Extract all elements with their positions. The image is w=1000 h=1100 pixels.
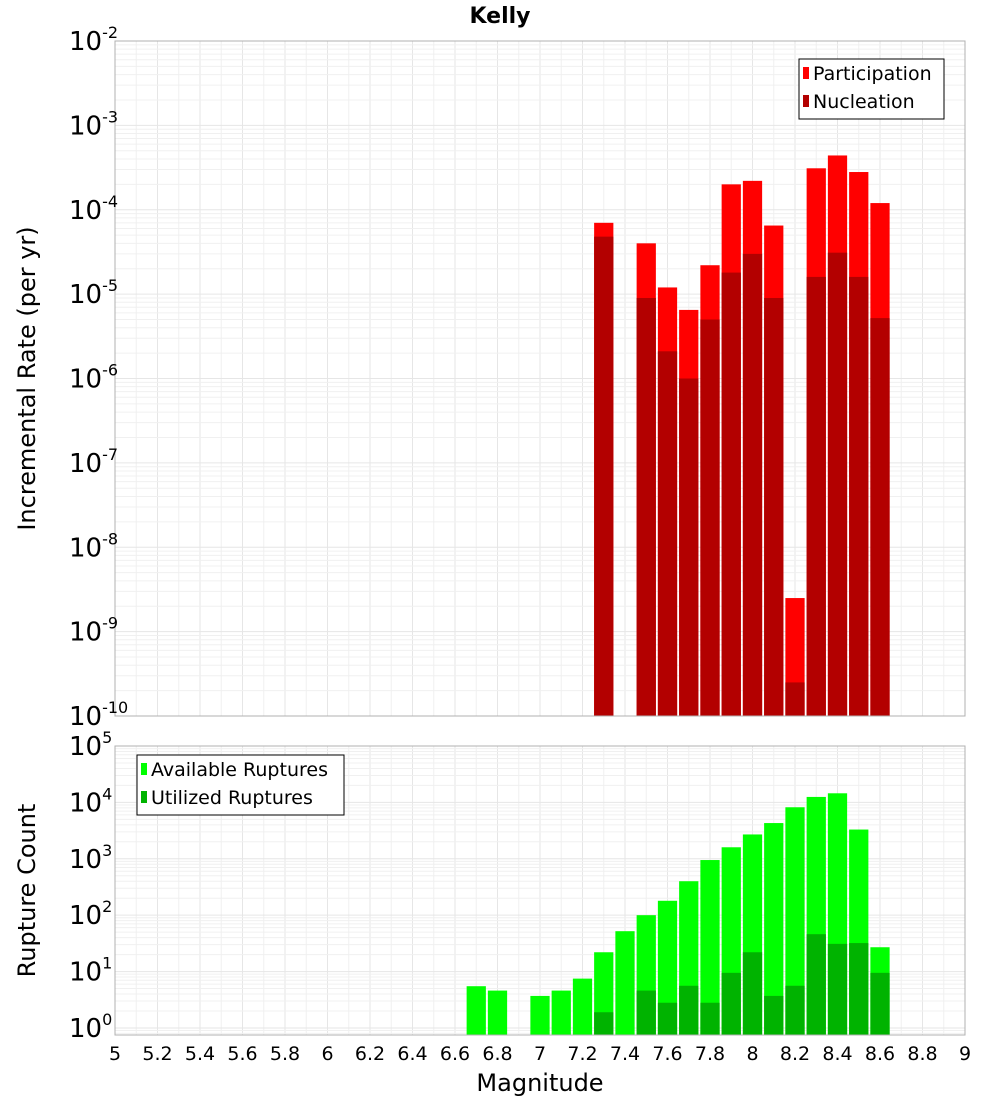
y-tick-label: 10-3 <box>69 107 118 141</box>
bar <box>551 990 571 1035</box>
x-tick-label: 5.8 <box>270 1043 300 1065</box>
bar <box>806 934 826 1035</box>
bar <box>806 276 826 716</box>
count-plot-frame <box>114 745 966 1036</box>
bar <box>742 952 763 1035</box>
x-tick-label: 7 <box>534 1043 546 1065</box>
x-tick-label: 7.6 <box>652 1043 682 1065</box>
bar <box>700 860 720 1035</box>
y-tick-label: 10-10 <box>69 698 128 732</box>
bar <box>594 236 614 716</box>
bar <box>594 1012 614 1035</box>
rate-plot-y-axis-label: Incremental Rate (per yr) <box>13 226 41 530</box>
bar <box>679 985 699 1035</box>
x-tick-label: 5 <box>109 1043 121 1065</box>
legend-box <box>798 58 945 120</box>
bar <box>827 252 848 716</box>
chart-title: Kelly <box>469 4 530 29</box>
y-tick-label: 10-8 <box>69 529 118 563</box>
bar <box>721 272 741 716</box>
y-tick-label: 10-2 <box>69 23 118 57</box>
x-tick-label: 6.6 <box>440 1043 470 1065</box>
y-tick-label: 105 <box>69 728 112 762</box>
x-tick-label: 9 <box>959 1043 971 1065</box>
bar <box>827 943 848 1035</box>
bar <box>849 943 869 1035</box>
count-plot-legend: Available Ruptures Utilized Ruptures <box>136 754 345 816</box>
y-tick-label: 10-6 <box>69 361 118 395</box>
y-tick-label: 10-5 <box>69 276 118 310</box>
x-tick-label: 5.6 <box>227 1043 257 1065</box>
x-tick-label: 5.2 <box>142 1043 172 1065</box>
bar <box>700 319 720 716</box>
x-axis-label: Magnitude <box>476 1069 603 1097</box>
bar <box>721 972 741 1035</box>
bar <box>870 972 890 1035</box>
x-tick-label: 6 <box>321 1043 333 1065</box>
bar <box>764 823 784 1035</box>
legend-swatch <box>803 67 809 79</box>
y-tick-label: 102 <box>69 897 112 931</box>
x-tick-label: 7.4 <box>610 1043 640 1065</box>
bar <box>657 1002 678 1035</box>
count-plot-y-axis-label: Rupture Count <box>13 804 41 978</box>
legend-label: Participation <box>813 63 932 85</box>
legend-label: Utilized Ruptures <box>151 787 313 809</box>
bar <box>785 807 805 1035</box>
bar <box>870 318 890 716</box>
bar <box>764 995 784 1035</box>
bar <box>657 900 678 1035</box>
legend-box <box>136 754 345 816</box>
bar <box>615 931 635 1035</box>
y-tick-label: 10-7 <box>69 445 118 479</box>
x-tick-label: 6.4 <box>397 1043 427 1065</box>
rate-plot: 10-2 10-3 10-4 10-5 10-6 10-7 10-8 10-9 10-10 In… <box>13 23 966 732</box>
y-tick-label: 10-4 <box>69 192 118 226</box>
bar <box>679 378 699 716</box>
bar <box>849 276 869 716</box>
y-tick-label: 10-9 <box>69 614 118 648</box>
bar <box>742 253 763 716</box>
count-plot: 105 104 103 102 101 100 5 5.2 5.4 5.6 5.8 6 6.2 6.4 6… <box>13 728 971 1097</box>
legend-swatch <box>141 763 147 775</box>
bar <box>764 297 784 716</box>
y-tick-label: 101 <box>69 954 112 988</box>
bar <box>636 990 656 1035</box>
y-tick-label: 100 <box>69 1010 112 1044</box>
bar <box>466 986 486 1035</box>
x-tick-label: 5.4 <box>185 1043 215 1065</box>
bar <box>700 1002 720 1035</box>
legend-label: Available Ruptures <box>151 759 328 781</box>
bar <box>785 985 805 1035</box>
x-tick-label: 8.6 <box>865 1043 895 1065</box>
y-tick-label: 103 <box>69 841 112 875</box>
count-plot-bars <box>466 793 890 1035</box>
legend-swatch <box>803 95 809 107</box>
bar <box>657 351 678 716</box>
rate-plot-bars <box>594 155 890 717</box>
x-tick-label: 8.4 <box>822 1043 852 1065</box>
bar <box>487 990 508 1035</box>
rate-plot-y-ticks: 10-2 10-3 10-4 10-5 10-6 10-7 10-8 10-9 10-10 <box>69 23 128 732</box>
count-plot-y-ticks: 105 104 103 102 101 100 <box>69 728 112 1044</box>
x-tick-label: 8.2 <box>780 1043 810 1065</box>
x-tick-label: 6.2 <box>355 1043 385 1065</box>
rate-plot-legend: Participation Nucleation <box>798 58 945 120</box>
x-tick-label: 8 <box>746 1043 758 1065</box>
x-tick-label: 8.8 <box>907 1043 937 1065</box>
x-tick-label: 6.8 <box>482 1043 512 1065</box>
bar <box>636 297 656 716</box>
rate-plot-frame <box>114 40 966 717</box>
legend-label: Nucleation <box>813 91 915 113</box>
x-axis-ticks: 5 5.2 5.4 5.6 5.8 6 6.2 6.4 6.6 6.8 7 7.2 7.4 7.6 7.8 8… <box>109 1043 971 1065</box>
legend-swatch <box>141 791 147 803</box>
bar <box>785 682 805 716</box>
x-tick-label: 7.2 <box>567 1043 597 1065</box>
y-tick-label: 104 <box>69 784 112 818</box>
bar <box>572 978 593 1035</box>
bar <box>530 995 550 1035</box>
x-tick-label: 7.8 <box>695 1043 725 1065</box>
